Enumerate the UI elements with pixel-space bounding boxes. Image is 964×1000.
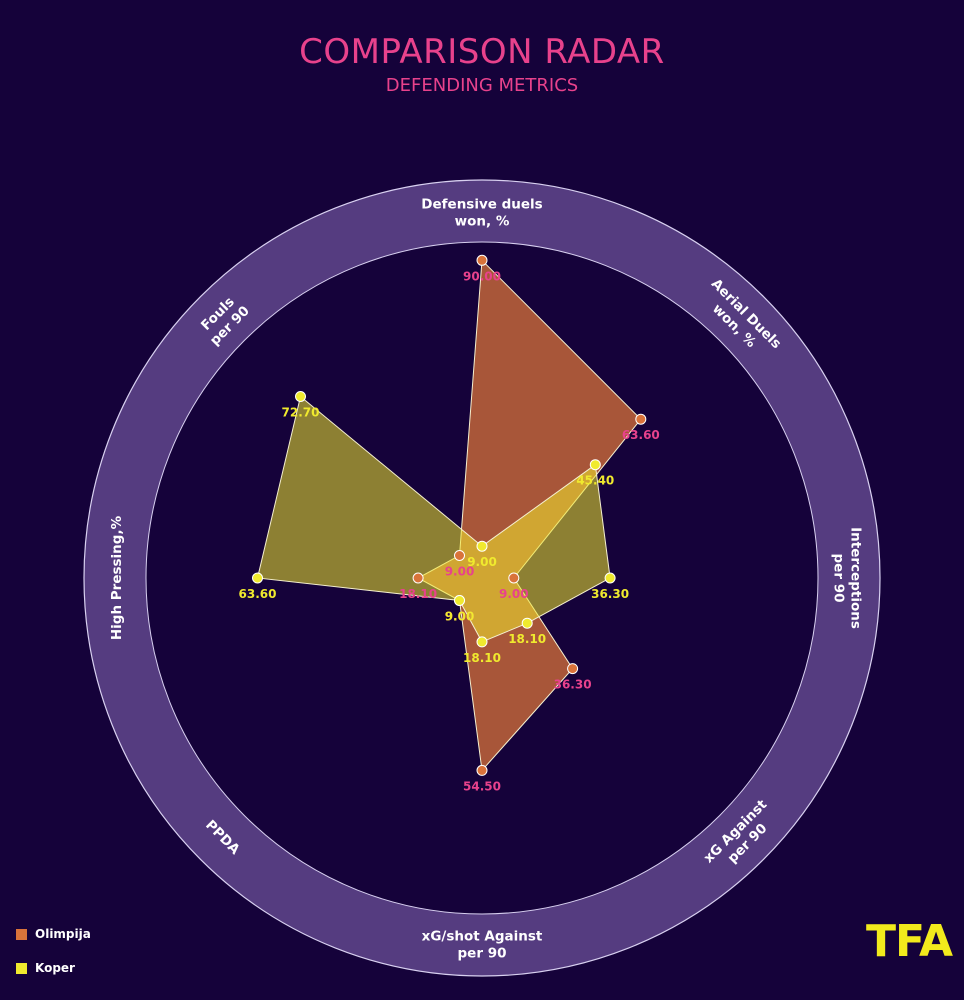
value-label-koper-0: 9.00 <box>467 555 497 569</box>
legend: Olimpija Koper <box>16 925 91 993</box>
point-koper-7 <box>295 391 306 402</box>
value-label-koper-7: 72.70 <box>282 406 320 420</box>
value-label-olimpija-0: 90.00 <box>463 269 501 283</box>
value-label-olimpija-5: 9.00 <box>445 610 475 624</box>
legend-label-koper: Koper <box>35 961 75 975</box>
value-label-koper-5: 9.00 <box>445 610 475 624</box>
axis-label-0-line-0: Defensive duels <box>421 197 542 213</box>
value-label-koper-1: 45.40 <box>576 474 614 488</box>
value-label-koper-3: 18.10 <box>508 632 546 646</box>
axis-label-4-line-0: xG/shot Against <box>422 929 543 945</box>
legend-item-koper: Koper <box>16 959 91 977</box>
axis-label-6-line-0: High Pressing,% <box>109 515 125 640</box>
point-olimpija-2 <box>508 572 520 584</box>
point-olimpija-3 <box>567 663 579 675</box>
point-olimpija-7 <box>454 550 465 561</box>
chart-subtitle: DEFENDING METRICS <box>385 75 579 96</box>
legend-label-olimpija: Olimpija <box>35 927 91 941</box>
point-koper-1 <box>589 459 601 471</box>
value-labels: 90.0063.609.0036.3054.509.0018.109.009.0… <box>239 269 660 793</box>
value-label-koper-4: 18.10 <box>463 651 501 665</box>
point-olimpija-6 <box>412 572 424 584</box>
point-koper-0 <box>476 540 488 552</box>
point-koper-2 <box>604 572 616 584</box>
point-koper-4 <box>476 636 488 648</box>
legend-swatch-koper <box>16 962 27 974</box>
value-label-olimpija-2: 9.00 <box>499 587 529 601</box>
point-olimpija-4 <box>476 764 488 776</box>
value-label-koper-6: 63.60 <box>239 587 277 601</box>
axis-label-6: High Pressing,% <box>109 515 125 640</box>
series-polygons <box>256 259 642 772</box>
legend-swatch-olimpija <box>16 928 27 940</box>
chart-title: COMPARISON RADAR <box>299 32 665 72</box>
point-olimpija-0 <box>476 254 488 266</box>
axis-label-4-line-1: per 90 <box>458 946 507 962</box>
value-label-olimpija-6: 18.10 <box>399 587 437 601</box>
point-olimpija-1 <box>635 413 647 425</box>
value-label-koper-2: 36.30 <box>591 587 629 601</box>
legend-item-olimpija: Olimpija <box>16 925 91 943</box>
value-label-olimpija-3: 36.30 <box>554 678 592 692</box>
value-label-olimpija-4: 54.50 <box>463 779 501 793</box>
axis-label-2-line-1: per 90 <box>831 554 847 603</box>
value-label-olimpija-1: 63.60 <box>622 428 660 442</box>
tfa-logo: TFA <box>866 916 953 967</box>
point-koper-5 <box>454 595 465 606</box>
point-koper-6 <box>252 572 263 584</box>
point-koper-3 <box>521 617 533 629</box>
axis-label-2-line-0: Interceptions <box>848 527 864 629</box>
series-points <box>252 254 647 776</box>
value-label-olimpija-7: 9.00 <box>445 565 475 579</box>
axis-label-0-line-1: won, % <box>455 214 510 230</box>
